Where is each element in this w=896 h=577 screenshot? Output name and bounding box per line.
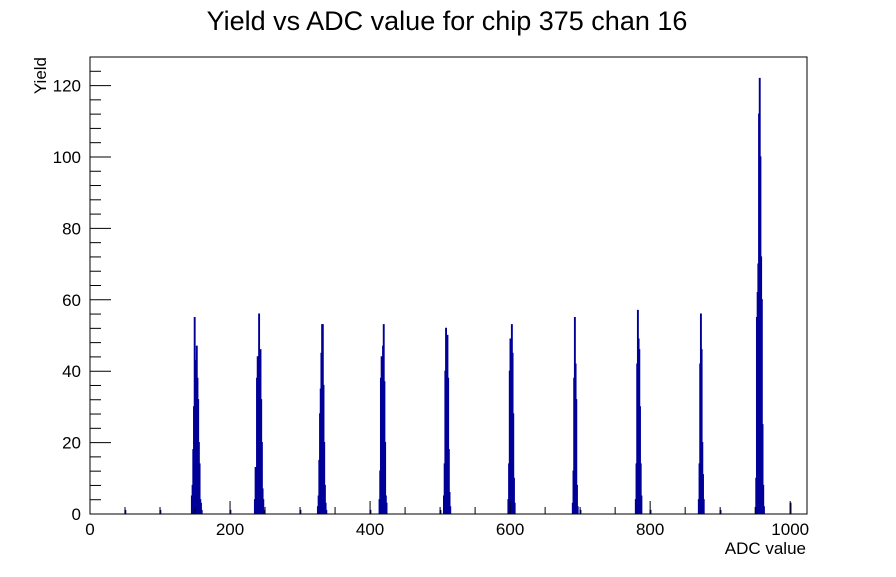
histogram-bin <box>384 441 387 514</box>
x-tick-label: 200 <box>216 520 244 539</box>
x-axis: 0 200 400 600 800 1000 <box>85 501 809 539</box>
y-tick-label: 0 <box>72 505 81 524</box>
histogram-bin <box>761 424 764 514</box>
histogram-bin <box>447 449 450 514</box>
histogram-bin <box>513 477 515 514</box>
histogram-bin <box>576 506 579 514</box>
histogram-bin <box>262 499 265 514</box>
histogram-bin <box>639 463 642 514</box>
x-tick-label: 400 <box>356 520 384 539</box>
histogram-bin <box>640 495 643 514</box>
histogram-bin <box>448 491 451 514</box>
histogram-bin <box>198 463 201 514</box>
histogram-bin <box>323 484 326 514</box>
y-tick-label: 40 <box>62 362 81 381</box>
histogram-bin <box>449 506 452 514</box>
histogram-bin <box>200 502 202 514</box>
x-tick-label: 1000 <box>771 520 809 539</box>
histogram-bin <box>512 413 515 514</box>
histogram-bin <box>325 509 328 514</box>
histogram-layer <box>124 77 792 514</box>
x-axis-title: ADC value <box>725 539 806 558</box>
x-tick-label: 0 <box>85 520 94 539</box>
histogram-bin <box>700 349 703 514</box>
y-tick-label: 20 <box>62 434 81 453</box>
y-tick-label: 80 <box>62 219 81 238</box>
y-axis: 0 20 40 60 80 100 120 <box>53 56 111 524</box>
histogram-bin <box>702 499 705 514</box>
y-tick-label: 100 <box>53 148 81 167</box>
x-tick-label: 600 <box>496 520 524 539</box>
histogram-bin <box>762 484 765 514</box>
histogram-bin <box>576 484 578 514</box>
histogram-bin <box>200 509 203 514</box>
histogram-bin <box>385 502 388 514</box>
histogram-bin <box>324 502 327 514</box>
x-tick-label: 800 <box>636 520 664 539</box>
histogram-bin <box>762 506 765 514</box>
y-tick-label: 120 <box>53 77 81 96</box>
histogram-bin <box>575 399 578 514</box>
y-tick-label: 60 <box>62 291 81 310</box>
histogram-bin <box>513 502 516 514</box>
chart-title: Yield vs ADC value for chip 375 chan 16 <box>207 6 688 36</box>
histogram-bin <box>263 509 265 514</box>
histogram-bin <box>639 406 641 514</box>
histogram-bin <box>447 377 450 514</box>
histogram-bin <box>323 441 326 514</box>
y-axis-title: Yield <box>31 57 50 94</box>
histogram-bin <box>260 441 263 514</box>
histogram-bin <box>702 474 704 514</box>
histogram-bin <box>760 299 763 514</box>
